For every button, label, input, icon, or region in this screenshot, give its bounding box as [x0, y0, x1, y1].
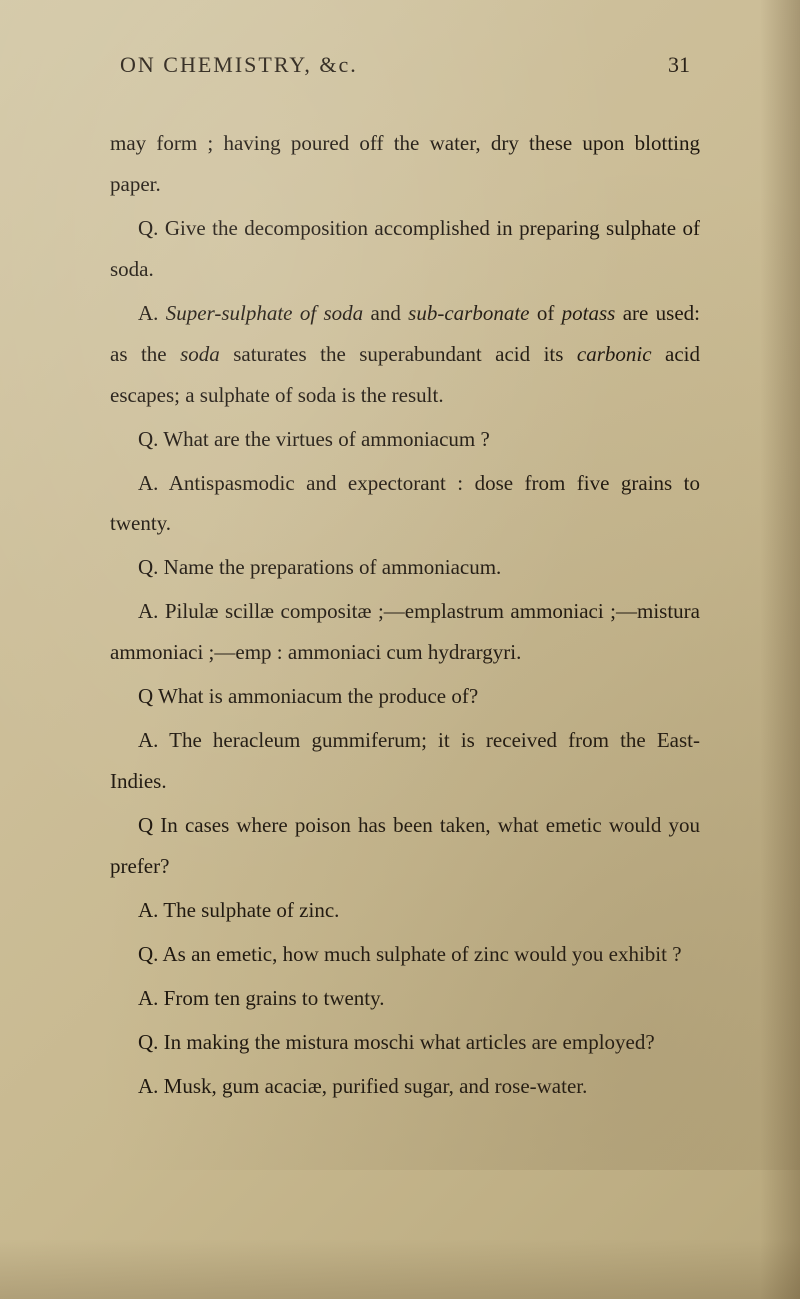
paragraph-9: Q In cases where poison has been taken, …	[110, 805, 700, 887]
page-number: 31	[668, 52, 690, 78]
paragraph-10: A. The sulphate of zinc.	[110, 890, 700, 931]
paragraph-12: A. From ten grains to twenty.	[110, 978, 700, 1019]
body-text-span: and	[363, 301, 408, 325]
body-text: may form ; having poured off the water, …	[110, 123, 700, 1107]
body-text-span: A. Musk, gum acaciæ, purified sugar, and…	[138, 1074, 587, 1098]
header-title: ON CHEMISTRY, &c.	[120, 52, 358, 78]
italic-text: potass	[562, 301, 616, 325]
body-text-span: A. Pilulæ scillæ compositæ ;—emplastrum …	[110, 599, 700, 664]
body-text-span: A. The sulphate of zinc.	[138, 898, 339, 922]
paragraph-2: A. Super-sulphate of soda and sub-carbon…	[110, 293, 700, 416]
body-text-span: A. The heracleum gummiferum; it is recei…	[110, 728, 700, 793]
paragraph-13: Q. In making the mistura moschi what art…	[110, 1022, 700, 1063]
body-text-span: may form ; having poured off the water, …	[110, 131, 700, 196]
paragraph-6: A. Pilulæ scillæ compositæ ;—emplastrum …	[110, 591, 700, 673]
italic-text: Super-sulphate of soda	[166, 301, 363, 325]
body-text-span: Q. What are the virtues of ammoniacum ?	[138, 427, 490, 451]
body-text-span: Q. Give the decomposition accomplished i…	[110, 216, 700, 281]
paragraph-3: Q. What are the virtues of ammoniacum ?	[110, 419, 700, 460]
body-text-span: saturates the superabundant acid its	[220, 342, 577, 366]
paragraph-7: Q What is ammoniacum the produce of?	[110, 676, 700, 717]
page-header: ON CHEMISTRY, &c. 31	[110, 52, 700, 78]
body-text-span: Q. As an emetic, how much sulphate of zi…	[138, 942, 682, 966]
paragraph-4: A. Antispasmodic and expectorant : dose …	[110, 463, 700, 545]
page-content: ON CHEMISTRY, &c. 31 may form ; having p…	[0, 0, 800, 1170]
body-text-span: Q In cases where poison has been taken, …	[110, 813, 700, 878]
body-text-span: Q What is ammoniacum the produce of?	[138, 684, 478, 708]
paragraph-11: Q. As an emetic, how much sulphate of zi…	[110, 934, 700, 975]
paragraph-14: A. Musk, gum acaciæ, purified sugar, and…	[110, 1066, 700, 1107]
body-text-span: Q. In making the mistura moschi what art…	[138, 1030, 655, 1054]
page-shadow-bottom	[0, 1239, 800, 1299]
paragraph-0: may form ; having poured off the water, …	[110, 123, 700, 205]
italic-text: soda	[180, 342, 220, 366]
paragraph-8: A. The heracleum gummiferum; it is recei…	[110, 720, 700, 802]
body-text-span: of	[530, 301, 562, 325]
italic-text: sub-carbonate	[408, 301, 529, 325]
body-text-span: A.	[138, 301, 166, 325]
body-text-span: A. Antispasmodic and expectorant : dose …	[110, 471, 700, 536]
body-text-span: A. From ten grains to twenty.	[138, 986, 385, 1010]
paragraph-5: Q. Name the preparations of ammoniacum.	[110, 547, 700, 588]
italic-text: carbonic	[577, 342, 652, 366]
body-text-span: Q. Name the preparations of ammoniacum.	[138, 555, 501, 579]
paragraph-1: Q. Give the decomposition accomplished i…	[110, 208, 700, 290]
